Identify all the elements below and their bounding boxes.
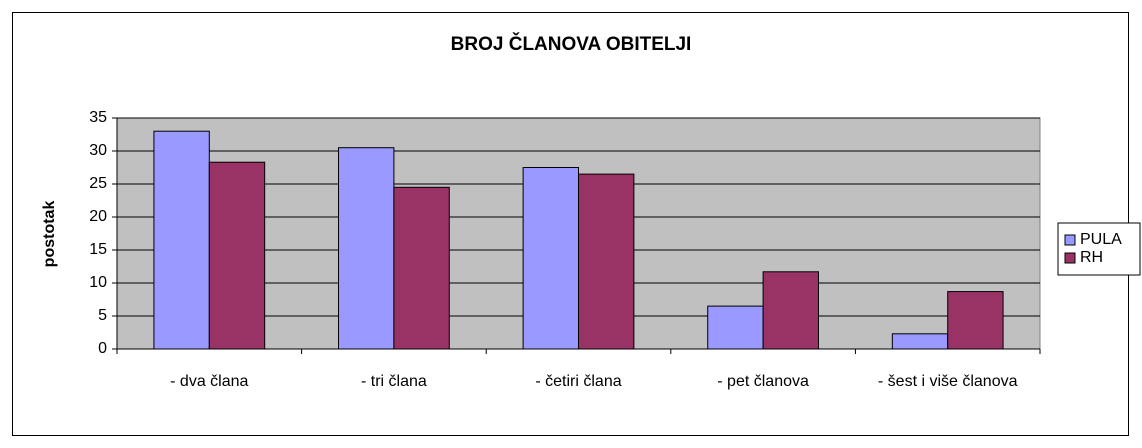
bar (522, 167, 579, 350)
bar (578, 173, 635, 350)
bar (707, 305, 764, 350)
x-tick-label: - četiri člana (535, 373, 621, 390)
bar (947, 291, 1004, 350)
y-axis-label: postotak (41, 201, 58, 268)
bar (891, 333, 949, 350)
y-tick-label: 15 (89, 241, 107, 258)
legend-swatch (1064, 234, 1076, 246)
y-tick-label: 5 (98, 307, 107, 324)
bar (762, 271, 819, 350)
x-tick-label: - pet članova (717, 373, 809, 390)
y-tick-label: 20 (89, 208, 107, 225)
x-tick-label: - šest i više članova (878, 373, 1018, 390)
y-tick-label: 35 (89, 109, 107, 126)
y-tick-label: 10 (89, 274, 107, 291)
bar (153, 130, 210, 350)
legend-label: PULA (1080, 231, 1122, 248)
bar (208, 161, 266, 350)
bar (338, 147, 395, 350)
y-tick-label: 25 (89, 175, 107, 192)
y-tick-label: 0 (98, 340, 107, 357)
bar (393, 186, 450, 350)
legend-box (1057, 222, 1141, 276)
x-tick-label: - tri člana (361, 373, 427, 390)
legend-swatch (1064, 252, 1076, 264)
chart-title: BROJ ČLANOVA OBITELJI (451, 33, 692, 55)
y-tick-label: 30 (89, 142, 107, 159)
legend-label: RH (1080, 249, 1103, 266)
x-tick-label: - dva člana (170, 373, 248, 390)
